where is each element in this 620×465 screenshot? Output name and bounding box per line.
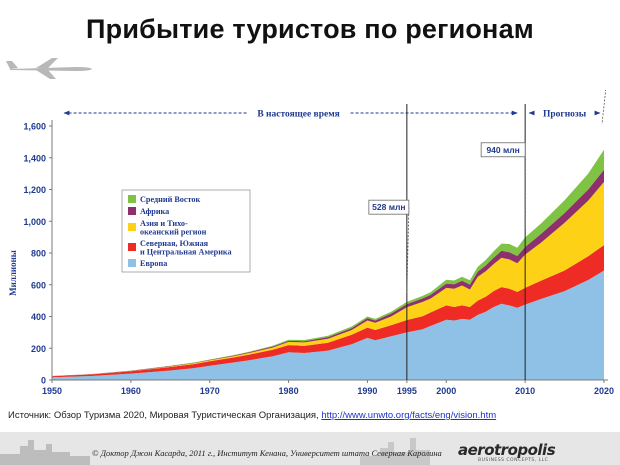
period-label: В настоящее время: [257, 110, 339, 120]
legend-label-africa: Африка: [140, 207, 169, 216]
legend: Средний Восток Африка Азия и Тихо-океански…: [121, 189, 251, 273]
y-tick-label: 1,000: [23, 217, 46, 227]
y-tick-label: 200: [31, 344, 46, 354]
x-tick-label: 1950: [42, 386, 62, 396]
x-tick-label: 2020: [594, 386, 614, 396]
legend-label-asia: океанский регион: [140, 228, 207, 237]
x-tick-label: 2010: [515, 386, 535, 396]
aerotropolis-logo: aerotropolis: [458, 441, 556, 459]
x-tick-label: 1995: [397, 386, 417, 396]
y-tick-label: 800: [31, 249, 46, 259]
x-tick-label: 1960: [121, 386, 141, 396]
source-note: Источник: Обзор Туризма 2020, Мировая Ту…: [8, 410, 496, 421]
x-tick-label: 1970: [200, 386, 220, 396]
logo-subtext: BUSINESS CONCEPTS, LLC: [478, 458, 549, 463]
source-link[interactable]: http://www.unwto.org/facts/eng/vision.ht…: [321, 410, 497, 421]
legend-swatch-africa: [128, 207, 136, 215]
x-tick-label: 2000: [436, 386, 456, 396]
legend-label-middle_east: Средний Восток: [140, 195, 201, 204]
copyright-text: © Доктор Джон Касарда, 2011 г., Институт…: [92, 448, 442, 458]
legend-label-americas: Северная, Южная: [140, 239, 209, 248]
y-tick-label: 1,600: [23, 122, 46, 132]
tourism-chart: 0 200 400 600 800 1,000 1,200 1,400 1,600 1950 196…: [8, 90, 614, 396]
airplane-icon: [6, 58, 92, 79]
x-tick-label: 1990: [357, 386, 377, 396]
skyline-footer: [0, 432, 620, 465]
page-title: Прибытие туристов по регионам: [86, 14, 534, 44]
legend-swatch-asia: [128, 223, 136, 231]
axes-group: 0 200 400 600 800 1,000 1,200 1,400 1,600 1950 196…: [8, 120, 614, 396]
marker-label: 528 млн: [372, 202, 405, 212]
y-tick-label: 400: [31, 312, 46, 322]
legend-swatch-europe: [128, 259, 136, 267]
legend-label-asia: Азия и Тихо-: [140, 219, 188, 228]
y-axis-label: Миллионы: [8, 250, 18, 296]
legend-label-europe: Европа: [140, 259, 167, 268]
marker-box: [480, 142, 526, 158]
marker-label: 940 млн: [486, 145, 519, 155]
area-europe: [52, 270, 604, 380]
y-tick-label: 600: [31, 280, 46, 290]
marker-leader: [406, 207, 410, 295]
legend-frame: [121, 189, 251, 273]
y-tick-label: 1,200: [23, 185, 46, 195]
legend-swatch-americas: [128, 243, 136, 251]
y-tick-label: 1,400: [23, 153, 46, 163]
area-asia: [52, 181, 604, 377]
marker-box: [368, 199, 410, 215]
source-text: Источник: Обзор Туризма 2020, Мировая Ту…: [8, 410, 319, 421]
y-tick-label: 0: [41, 376, 46, 386]
period-label: Прогнозы: [543, 110, 587, 120]
x-tick-label: 1980: [279, 386, 299, 396]
legend-label-americas: и Центральная Америка: [140, 248, 232, 257]
area-series-group: [52, 149, 604, 380]
legend-swatch-middle_east: [128, 195, 136, 203]
